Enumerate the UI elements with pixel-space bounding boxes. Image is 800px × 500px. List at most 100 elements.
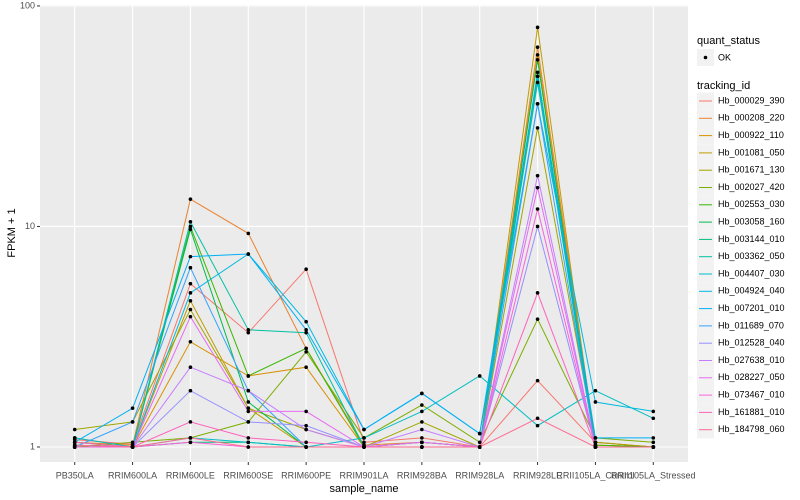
legend-label: Hb_002553_030: [718, 199, 785, 209]
data-point: [304, 365, 308, 370]
data-point: [420, 391, 424, 396]
data-point: [535, 423, 540, 428]
data-point: [72, 436, 77, 440]
legend-label: Hb_007201_010: [718, 303, 785, 313]
x-tick-label: RRIM928LA: [455, 470, 504, 480]
legend-label: Hb_011689_070: [718, 320, 784, 330]
x-tick-label: RRII105LA_Stressed: [611, 470, 696, 480]
data-point: [246, 440, 251, 445]
data-point: [420, 420, 424, 424]
data-point: [651, 440, 656, 445]
data-point: [477, 445, 482, 449]
data-point: [188, 299, 193, 303]
data-point: [246, 409, 251, 414]
data-point: [593, 440, 598, 445]
data-point: [535, 70, 540, 75]
data-point: [246, 400, 251, 404]
data-point: [246, 231, 251, 236]
data-point: [188, 227, 193, 232]
legend-label: Hb_027638_010: [718, 355, 785, 365]
data-point: [304, 330, 308, 335]
data-point: [188, 339, 193, 344]
data-point: [188, 265, 193, 270]
legend-label: Hb_001081_050: [718, 147, 785, 157]
x-tick-label: PB350LA: [56, 470, 94, 480]
data-point: [246, 406, 251, 410]
data-point: [535, 25, 540, 30]
legend-label: Hb_003144_010: [718, 234, 785, 244]
data-point: [72, 440, 77, 445]
data-point: [304, 409, 308, 414]
data-point: [477, 374, 482, 378]
data-point: [535, 74, 540, 79]
data-point: [304, 423, 308, 428]
data-point: [188, 220, 193, 224]
data-point: [420, 440, 424, 445]
legend-label: Hb_000208_220: [718, 113, 785, 123]
y-tick-label: 100: [20, 0, 35, 10]
data-point: [304, 427, 308, 432]
x-axis-title: sample_name: [329, 483, 398, 495]
data-point: [304, 267, 308, 272]
data-point: [188, 291, 193, 295]
data-point: [593, 436, 598, 440]
data-point: [188, 420, 193, 424]
legend-title: tracking_id: [697, 80, 750, 92]
data-point: [477, 440, 482, 445]
data-point: [420, 427, 424, 432]
data-point: [246, 327, 251, 332]
x-tick-label: RRIM600PE: [281, 470, 331, 480]
data-point: [304, 346, 308, 351]
x-tick-label: RRIM928LE: [513, 470, 562, 480]
legend-label: Hb_004924_040: [718, 286, 785, 296]
data-point: [535, 45, 540, 50]
x-tick-label: RRIM600LE: [166, 470, 215, 480]
legend-label: Hb_012528_040: [718, 338, 785, 348]
data-point: [188, 254, 193, 259]
y-tick-label: 10: [25, 221, 35, 231]
data-point: [535, 224, 540, 229]
data-point: [420, 409, 424, 414]
data-point: [593, 400, 598, 404]
data-point: [362, 427, 366, 432]
data-point: [477, 431, 482, 436]
data-point: [535, 57, 540, 62]
data-point: [535, 101, 540, 106]
data-point: [535, 53, 540, 57]
data-point: [188, 197, 193, 201]
data-point: [188, 314, 193, 319]
data-point: [362, 436, 366, 440]
y-tick-label: 1: [30, 441, 35, 451]
data-point: [246, 436, 251, 440]
data-point: [188, 440, 193, 445]
legend-label: Hb_184798_060: [718, 424, 785, 434]
data-point: [304, 319, 308, 324]
data-point: [535, 126, 540, 130]
legend-label: Hb_000922_110: [718, 130, 784, 140]
x-tick-label: RRII105LA_Control: [556, 470, 634, 480]
data-point: [304, 445, 308, 449]
data-point: [72, 443, 77, 447]
data-point: [188, 224, 193, 229]
data-point: [535, 416, 540, 421]
data-point: [188, 365, 193, 370]
legend-label: Hb_004407_030: [718, 268, 785, 278]
legend-label: Hb_161881_010: [718, 407, 785, 417]
data-point: [535, 317, 540, 321]
data-point: [188, 388, 193, 393]
data-point: [535, 80, 540, 85]
data-point: [246, 374, 251, 378]
data-point: [420, 445, 424, 449]
x-tick-label: RRIM928BA: [397, 470, 447, 480]
data-point: [651, 436, 656, 440]
legend-label: OK: [718, 52, 731, 62]
data-point: [362, 440, 366, 445]
data-point: [535, 207, 540, 211]
data-point: [246, 420, 251, 424]
legend-label: Hb_028227_050: [718, 372, 785, 382]
data-point: [304, 440, 308, 445]
legend-label: Hb_073467_010: [718, 389, 785, 399]
data-point: [72, 427, 77, 432]
data-point: [188, 436, 193, 440]
